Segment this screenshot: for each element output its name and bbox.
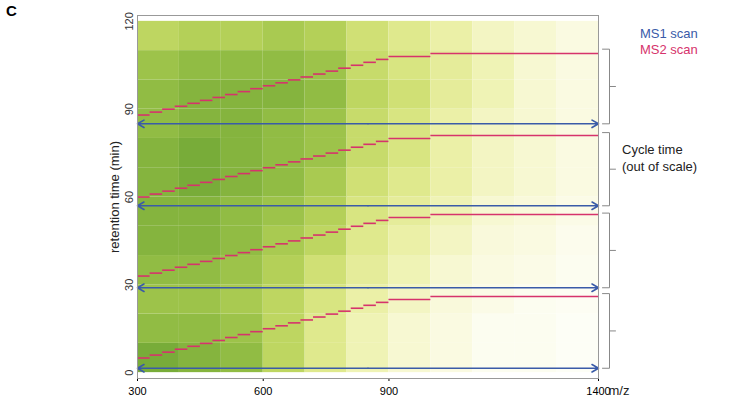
svg-text:120: 120: [123, 12, 135, 30]
svg-text:m/z: m/z: [609, 383, 630, 398]
svg-text:30: 30: [123, 279, 135, 291]
svg-text:1400: 1400: [586, 385, 610, 397]
svg-text:retention time (min): retention time (min): [107, 141, 122, 253]
html-text:(out of scale): (out of scale): [622, 159, 698, 174]
html-text:MS1 scan: MS1 scan: [640, 26, 698, 41]
svg-text:90: 90: [123, 103, 135, 115]
svg-text:60: 60: [123, 191, 135, 203]
html-text:MS2 scan: MS2 scan: [640, 42, 698, 57]
svg-text:0: 0: [123, 370, 135, 376]
svg-text:300: 300: [128, 385, 146, 397]
svg-text:600: 600: [254, 385, 272, 397]
html-text:C: C: [6, 2, 17, 19]
svg-text:900: 900: [380, 385, 398, 397]
html-text:Cycle time: Cycle time: [622, 142, 683, 157]
